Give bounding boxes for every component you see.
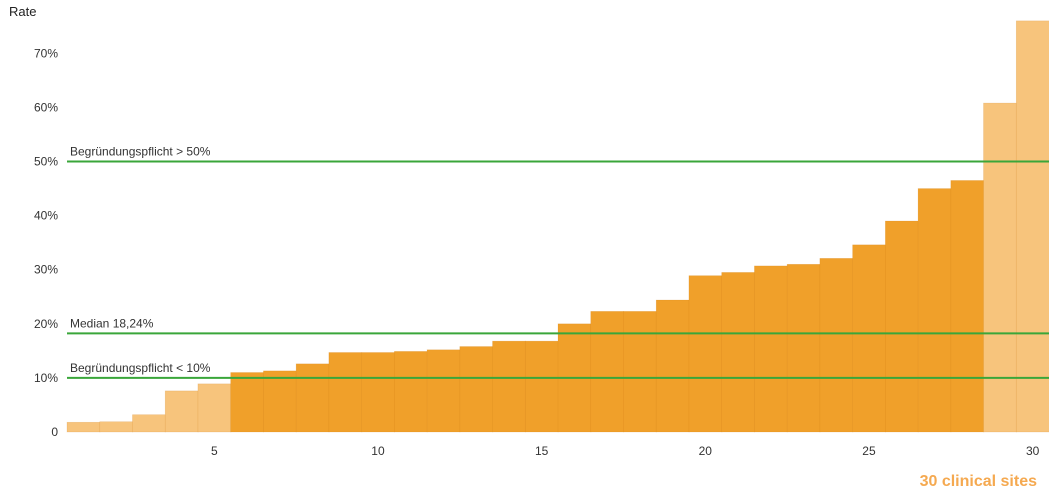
y-tick-label: 20% xyxy=(34,317,58,331)
bar-site-2 xyxy=(99,421,134,433)
bar-site-20 xyxy=(688,275,723,433)
bar-site-10 xyxy=(361,352,395,433)
bar-site-4 xyxy=(164,390,199,433)
y-tick-label: 50% xyxy=(34,155,58,169)
bar-site-14 xyxy=(492,340,526,433)
bar-site-11 xyxy=(394,351,428,433)
x-tick-label: 5 xyxy=(211,444,218,458)
bar-site-3 xyxy=(132,414,166,433)
bar-site-18 xyxy=(623,311,657,433)
bar-site-22 xyxy=(754,265,788,433)
bar-site-27 xyxy=(917,188,952,433)
bar-site-9 xyxy=(328,352,363,433)
bar-site-7 xyxy=(263,370,297,433)
bar-site-29 xyxy=(983,102,1017,433)
bar-site-5 xyxy=(197,383,232,433)
bar-site-26 xyxy=(885,220,919,433)
y-axis-label: Rate xyxy=(9,4,37,19)
x-tick-label: 30 xyxy=(1026,444,1040,458)
bar-site-1 xyxy=(66,421,101,433)
bar-site-28 xyxy=(950,180,985,433)
x-tick-label: 10 xyxy=(371,444,385,458)
bar-site-13 xyxy=(459,346,494,433)
bar-site-15 xyxy=(524,340,559,433)
bar-site-17 xyxy=(590,311,625,433)
bar-site-12 xyxy=(426,349,461,433)
x-tick-label: 20 xyxy=(699,444,713,458)
bar-site-30 xyxy=(1015,20,1049,433)
bar-site-23 xyxy=(786,263,821,433)
bar-site-6 xyxy=(230,372,264,433)
y-tick-label: 70% xyxy=(34,46,58,60)
bar-site-19 xyxy=(655,299,690,433)
y-tick-label: 10% xyxy=(34,371,58,385)
y-tick-label: 40% xyxy=(34,209,58,223)
bar-site-21 xyxy=(721,272,755,433)
reference-line-label: Begründungspflicht > 50% xyxy=(70,145,211,159)
reference-line-label: Begründungspflicht < 10% xyxy=(70,361,211,375)
reference-line-label: Median 18,24% xyxy=(70,316,154,330)
x-axis-caption: 30 clinical sites xyxy=(919,473,1037,490)
bar-site-24 xyxy=(819,258,854,433)
x-tick-label: 15 xyxy=(535,444,549,458)
x-tick-label: 25 xyxy=(862,444,876,458)
bar-site-25 xyxy=(852,244,886,433)
y-tick-label: 0 xyxy=(51,425,58,439)
y-tick-label: 60% xyxy=(34,100,58,114)
y-tick-label: 30% xyxy=(34,263,58,277)
bar-site-8 xyxy=(295,363,330,433)
